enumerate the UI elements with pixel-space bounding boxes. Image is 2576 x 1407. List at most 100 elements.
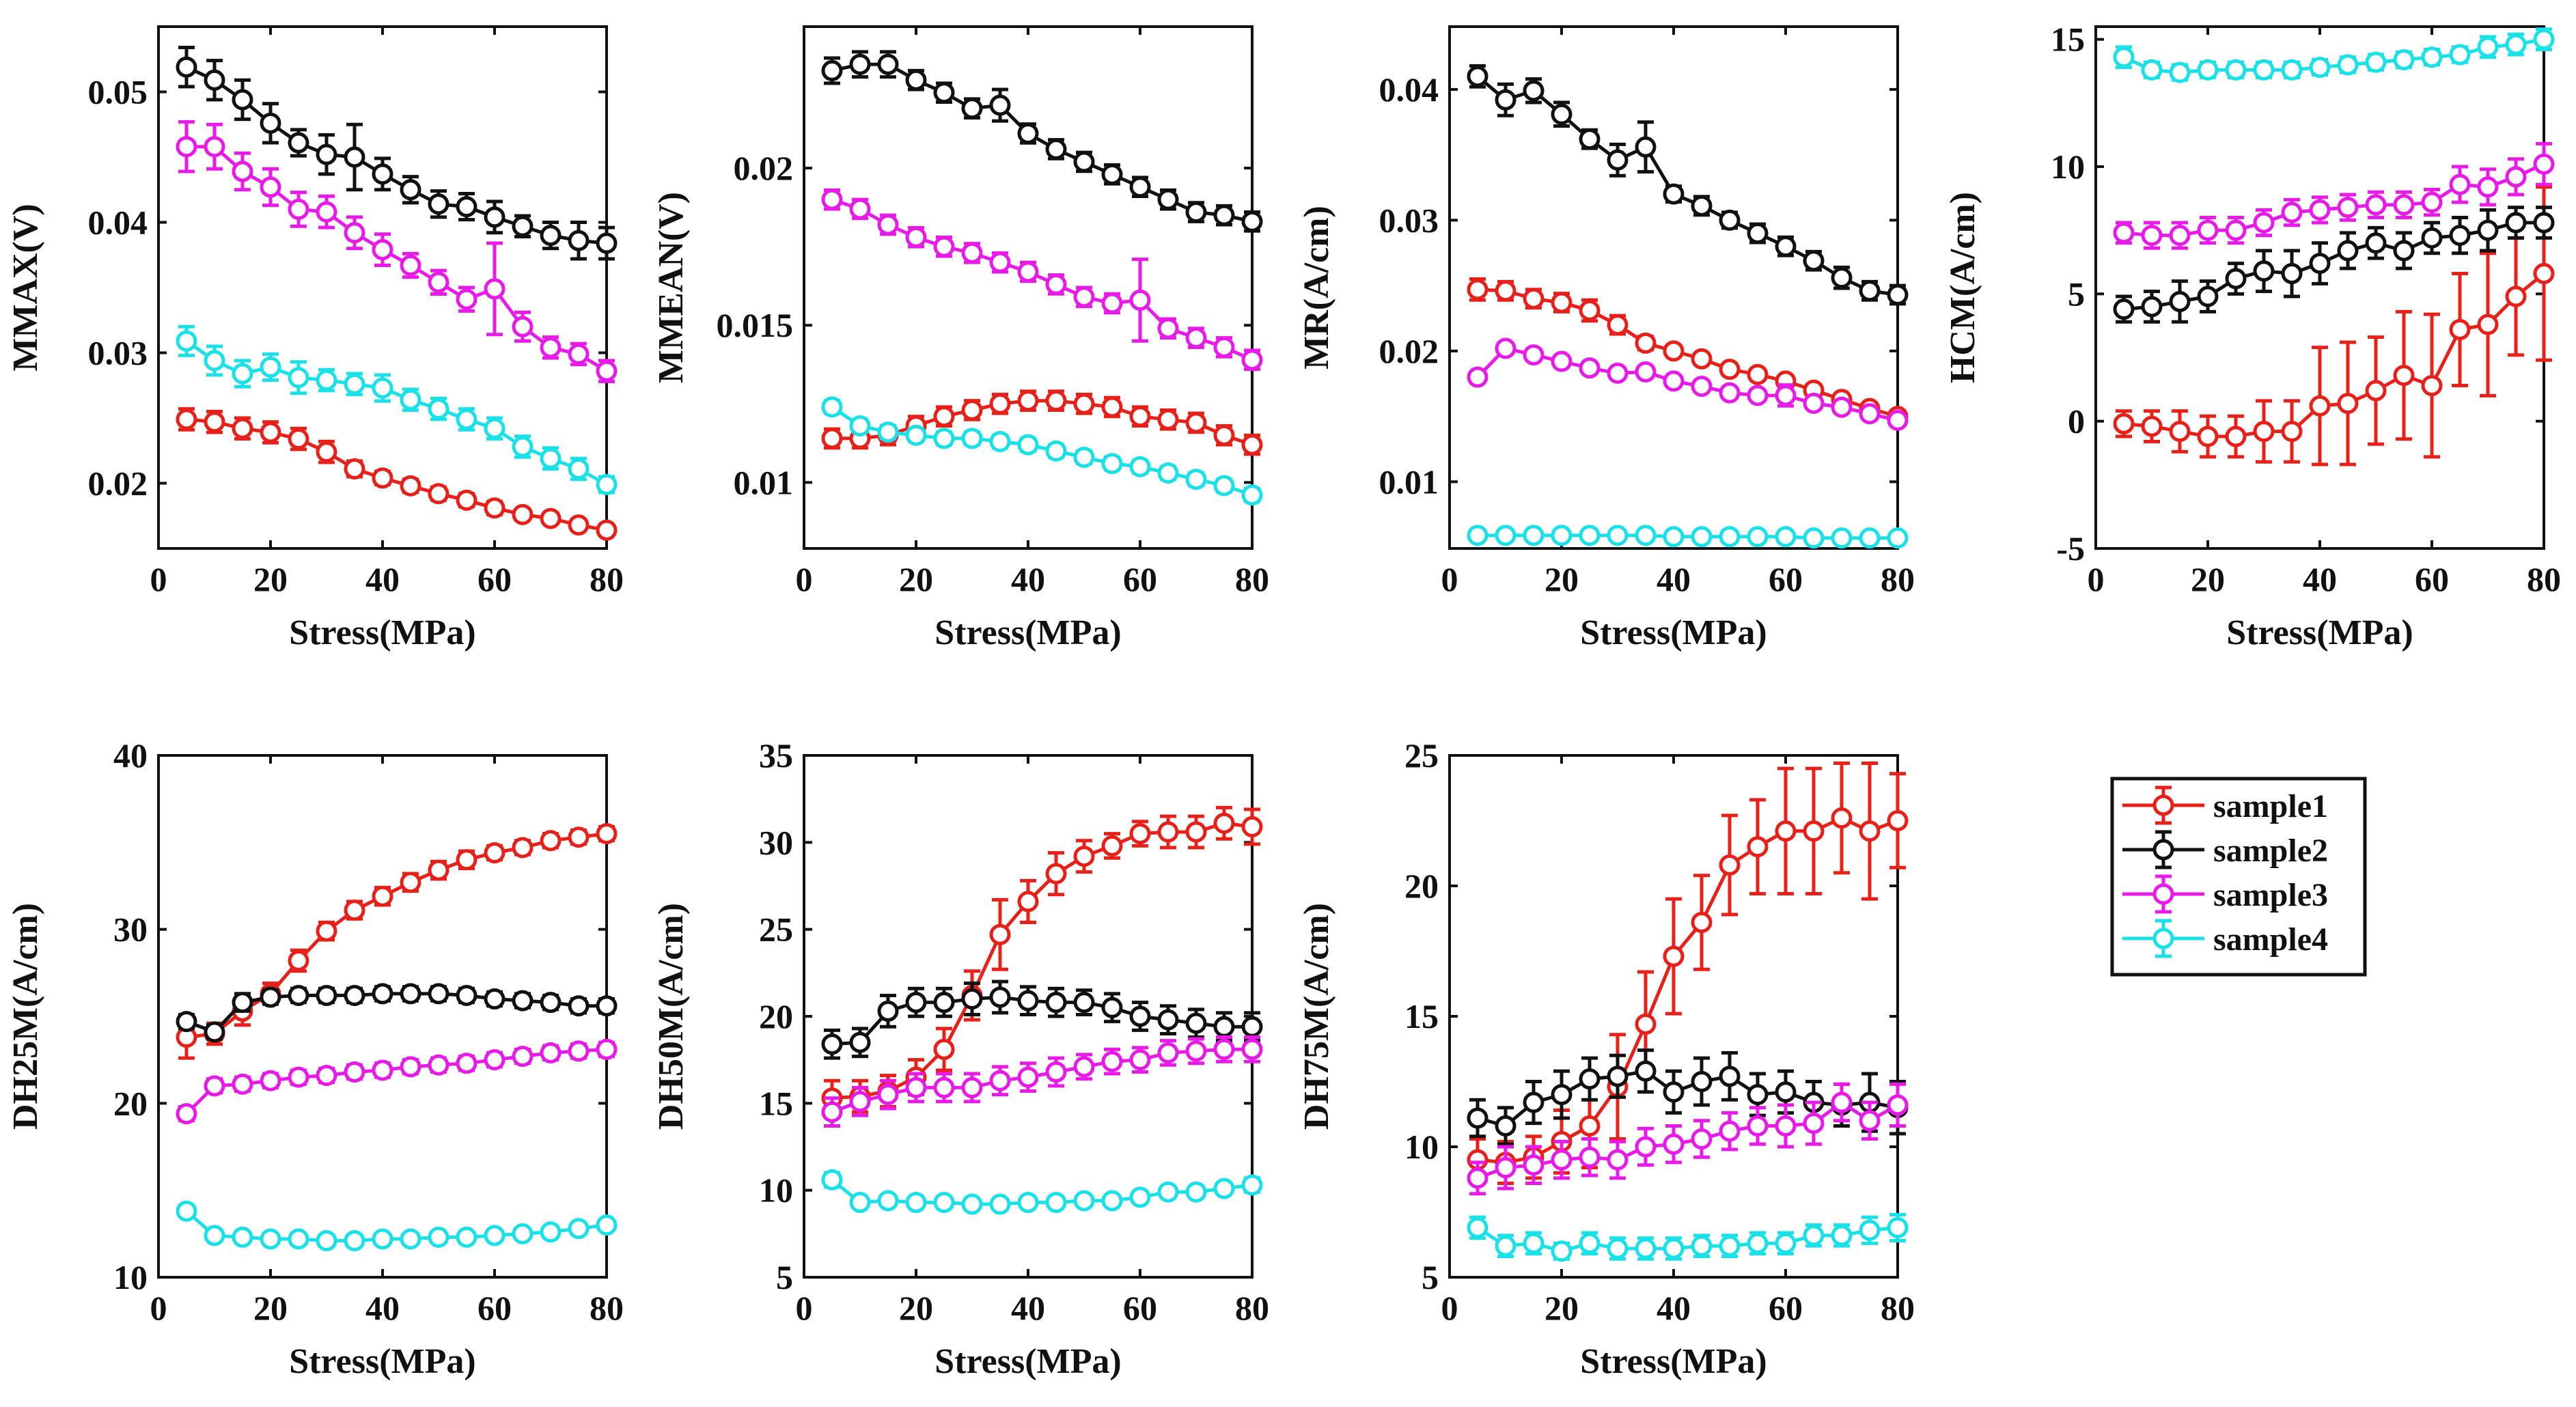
data-point: [1887, 284, 1909, 306]
data-point: [2141, 225, 2163, 247]
x-tick-label: 40: [365, 1289, 400, 1327]
data-point: [1663, 370, 1685, 392]
data-point: [1073, 393, 1095, 415]
data-point: [232, 363, 253, 385]
data-point: [1101, 163, 1123, 185]
data-point: [232, 992, 253, 1014]
data-point: [821, 1169, 843, 1190]
legend-label-sample2: sample2: [2213, 833, 2328, 869]
data-point: [1467, 525, 1488, 546]
data-point: [1185, 1181, 1207, 1203]
x-tick-label: 80: [1881, 1289, 1915, 1327]
data-point: [400, 475, 421, 497]
data-point: [1719, 359, 1741, 380]
data-point: [989, 986, 1011, 1008]
data-point: [2141, 59, 2163, 81]
y-tick-label: 0.02: [88, 464, 148, 503]
data-point: [1775, 236, 1797, 257]
series-line: [2122, 38, 2545, 74]
data-point: [176, 330, 197, 352]
x-axis-label: Stress(MPa): [934, 613, 1121, 652]
data-point: [568, 343, 590, 365]
data-point: [905, 226, 927, 248]
y-axis-label: MMAX(V): [6, 204, 45, 371]
data-point: [232, 417, 253, 439]
data-point: [372, 885, 393, 907]
data-point: [1635, 136, 1657, 158]
data-point: [372, 467, 393, 489]
data-point: [316, 1230, 337, 1252]
series-line: [831, 1178, 1253, 1206]
data-point: [1101, 396, 1123, 418]
data-point: [1157, 462, 1179, 484]
data-point: [2449, 44, 2471, 66]
data-point: [905, 424, 927, 446]
data-point: [1129, 406, 1151, 428]
data-point: [905, 1076, 927, 1098]
data-point: [568, 1218, 590, 1240]
data-point: [1213, 1038, 1235, 1060]
data-point: [2365, 194, 2387, 216]
data-point: [1185, 469, 1207, 490]
data-point: [2169, 290, 2191, 312]
data-point: [456, 288, 477, 310]
data-point: [176, 1103, 197, 1125]
data-point: [1775, 526, 1797, 548]
data-point: [1129, 289, 1151, 311]
y-tick-label: 25: [759, 910, 793, 949]
data-point: [2393, 194, 2415, 216]
data-point: [456, 1053, 477, 1074]
data-point: [484, 1049, 505, 1071]
y-tick-label: 10: [1404, 1128, 1439, 1166]
x-tick-label: 20: [1545, 1289, 1579, 1327]
data-point: [2309, 395, 2331, 417]
series-sample4: [1467, 525, 1909, 549]
data-point: [1859, 403, 1881, 425]
x-tick-label: 0: [796, 560, 813, 598]
x-tick-label: 20: [253, 560, 288, 598]
y-tick-label: 30: [113, 910, 148, 949]
data-point: [1185, 327, 1207, 349]
data-point: [905, 69, 927, 91]
data-point: [1663, 340, 1685, 362]
data-point: [821, 189, 843, 210]
data-point: [288, 198, 309, 220]
data-point: [1213, 1016, 1235, 1037]
data-point: [316, 143, 337, 165]
data-point: [1241, 1174, 1263, 1196]
data-point: [1157, 1009, 1179, 1031]
y-tick-label: 5: [776, 1258, 793, 1296]
series-sample2: [821, 979, 1263, 1060]
series-line: [1478, 533, 1898, 540]
data-point: [1017, 891, 1039, 913]
data-point: [989, 1193, 1011, 1215]
data-point: [961, 242, 983, 264]
data-point: [260, 421, 281, 443]
x-tick-label: 40: [1657, 1289, 1691, 1327]
data-point: [2113, 298, 2135, 320]
data-point: [1859, 280, 1881, 302]
data-point: [1887, 1094, 1909, 1116]
data-point: [288, 367, 309, 389]
data-point: [2253, 421, 2275, 443]
data-point: [568, 826, 590, 848]
data-point: [2393, 240, 2415, 262]
data-point: [372, 1228, 393, 1250]
data-point: [1775, 1232, 1797, 1254]
data-point: [512, 837, 534, 859]
data-point: [1185, 1040, 1207, 1062]
data-point: [1213, 475, 1235, 497]
data-point: [176, 1200, 197, 1222]
data-point: [1467, 366, 1488, 388]
series-sample2: [2113, 206, 2555, 324]
chart-mmax: 0 20 40 60 80 0.02 0.03 0.04 0.05 Stress(MPa) MMAX…: [6, 25, 624, 652]
data-point: [428, 1226, 449, 1248]
data-point: [2197, 285, 2219, 307]
data-point: [1859, 1219, 1881, 1241]
data-point: [1073, 447, 1095, 469]
data-point: [288, 1228, 309, 1250]
data-point: [1467, 66, 1488, 87]
data-point: [428, 271, 449, 293]
data-point: [428, 193, 449, 215]
data-point: [1859, 1110, 1881, 1132]
